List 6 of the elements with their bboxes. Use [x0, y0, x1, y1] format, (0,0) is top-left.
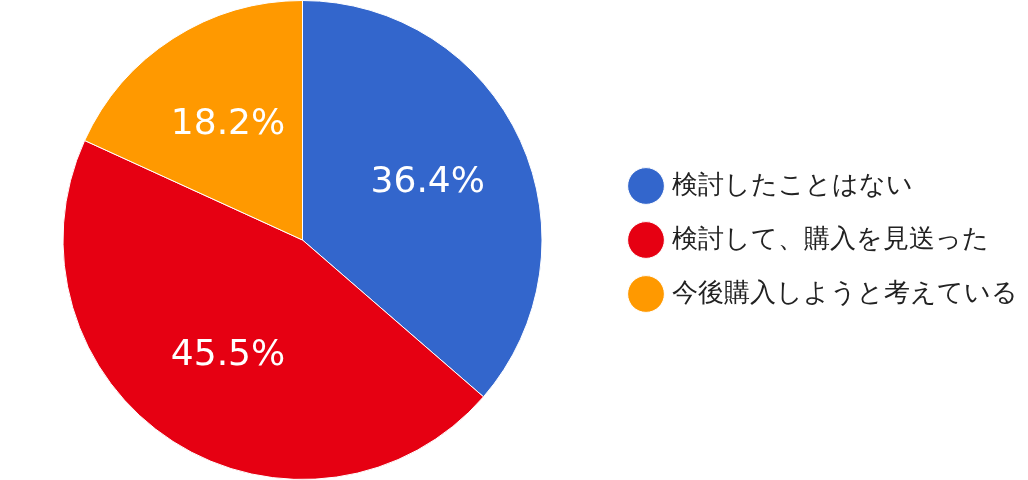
legend-label: 今後購入しようと考えている [672, 276, 1018, 307]
data-label: 18.2% [170, 100, 286, 142]
data-label: 45.5% [170, 332, 286, 374]
legend-label: 検討したことはない [672, 168, 913, 199]
legend-label: 検討して、購入を見送った [672, 222, 989, 253]
data-label: 36.4% [370, 159, 485, 201]
